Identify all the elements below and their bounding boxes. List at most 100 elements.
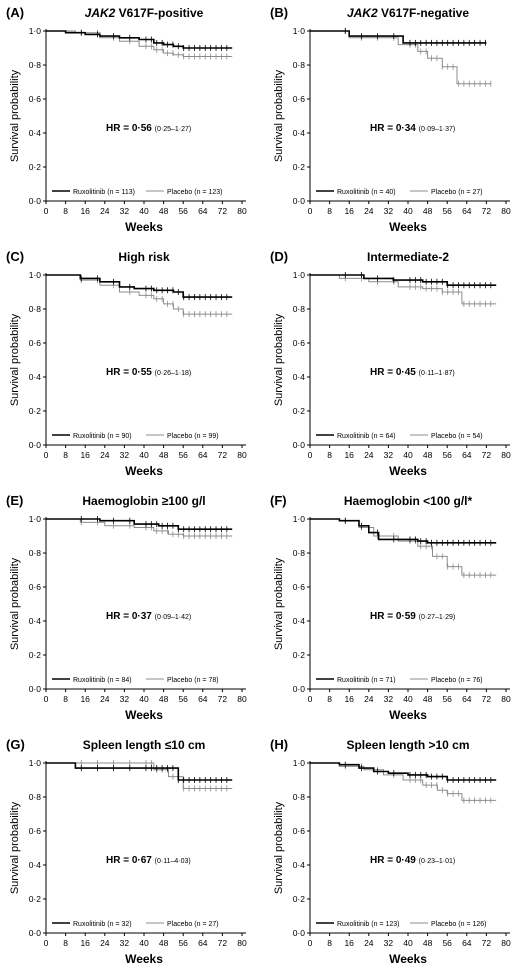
panel-label: (H) (270, 737, 288, 752)
y-tick-label: 0·6 (293, 94, 306, 104)
y-axis-label: Survival probability (273, 557, 285, 650)
x-tick-label: 8 (63, 450, 68, 460)
hazard-ratio-ci: (0·27–1·29) (419, 614, 456, 621)
x-tick-label: 72 (218, 694, 228, 704)
x-tick-label: 16 (344, 206, 354, 216)
y-tick-label: 0·6 (293, 582, 306, 592)
y-axis-label: Survival probability (9, 801, 21, 894)
x-tick-label: 40 (139, 450, 149, 460)
x-axis-label: Weeks (125, 708, 163, 722)
y-tick-label: 1·0 (29, 26, 42, 36)
x-tick-label: 40 (139, 938, 149, 948)
x-tick-label: 64 (462, 206, 472, 216)
hazard-ratio-value: HR = 0·56 (106, 123, 155, 134)
y-tick-label: 0·2 (29, 162, 42, 172)
x-tick-label: 72 (482, 450, 492, 460)
x-axis-label: Weeks (389, 708, 427, 722)
legend-entry: Placebo (n = 126) (431, 921, 486, 928)
hazard-ratio-value: HR = 0·49 (370, 855, 419, 866)
x-tick-label: 48 (159, 450, 169, 460)
x-tick-label: 32 (384, 938, 394, 948)
x-tick-label: 8 (63, 938, 68, 948)
legend-entry: Ruxolitinib (n = 90) (73, 433, 132, 440)
x-tick-label: 56 (178, 694, 188, 704)
y-tick-label: 0·0 (293, 440, 306, 450)
chart-title-rest: V617F-positive (115, 6, 203, 20)
legend-entry: Ruxolitinib (n = 64) (337, 433, 396, 440)
y-tick-label: 0·4 (293, 372, 306, 382)
x-tick-label: 40 (403, 206, 413, 216)
y-tick-label: 0·6 (293, 338, 306, 348)
legend-entry: Ruxolitinib (n = 84) (73, 677, 132, 684)
x-tick-label: 0 (308, 450, 313, 460)
chart-title: Haemoglobin ≥100 g/l (82, 494, 205, 508)
chart-title: Haemoglobin <100 g/l* (344, 494, 473, 508)
chart-title-italic: JAK2 (347, 6, 378, 20)
hazard-ratio: HR = 0·59 (0·27–1·29) (370, 611, 455, 622)
legend-entry: Ruxolitinib (n = 71) (337, 677, 396, 684)
survival-curve (310, 762, 497, 781)
x-tick-label: 48 (423, 206, 433, 216)
x-axis-label: Weeks (389, 464, 427, 478)
x-tick-label: 64 (462, 694, 472, 704)
hazard-ratio: HR = 0·56 (0·25–1·27) (106, 123, 191, 134)
x-tick-label: 72 (218, 938, 228, 948)
x-tick-label: 48 (159, 694, 169, 704)
y-tick-label: 1·0 (293, 758, 306, 768)
y-tick-label: 1·0 (29, 514, 42, 524)
x-tick-label: 72 (482, 938, 492, 948)
x-tick-label: 56 (442, 938, 452, 948)
hazard-ratio-value: HR = 0·34 (370, 123, 419, 134)
km-panel: (D) Intermediate-2 0·0 0·2 0·4 0·6 0·8 1·0 0 8 16 2… (270, 249, 511, 478)
y-tick-label: 1·0 (293, 514, 306, 524)
x-tick-label: 64 (198, 694, 208, 704)
km-panel: (B) JAK2 V617F-negative 0·0 0·2 0·4 0·6 0·8 1·0… (270, 5, 511, 234)
x-tick-label: 0 (308, 938, 313, 948)
y-tick-label: 0·4 (29, 860, 42, 870)
x-tick-label: 16 (80, 450, 90, 460)
survival-curve (310, 274, 497, 286)
x-tick-label: 32 (120, 938, 130, 948)
hazard-ratio: HR = 0·49 (0·23–1·01) (370, 855, 455, 866)
x-tick-label: 24 (100, 450, 110, 460)
x-tick-label: 80 (237, 694, 247, 704)
hazard-ratio-value: HR = 0·55 (106, 367, 155, 378)
panel-label: (E) (6, 493, 23, 508)
chart-title: JAK2 V617F-negative (347, 6, 469, 20)
x-tick-label: 0 (44, 938, 49, 948)
x-tick-label: 24 (364, 694, 374, 704)
y-tick-label: 0·8 (29, 792, 42, 802)
panel-label: (G) (6, 737, 25, 752)
x-tick-label: 16 (344, 938, 354, 948)
y-tick-label: 0·6 (29, 338, 42, 348)
survival-curve (310, 762, 497, 801)
x-tick-label: 16 (80, 694, 90, 704)
x-tick-label: 40 (139, 694, 149, 704)
survival-curve (46, 30, 233, 49)
x-tick-label: 16 (80, 206, 90, 216)
x-tick-label: 8 (327, 938, 332, 948)
km-panel: (H) Spleen length >10 cm 0·0 0·2 0·4 0·6 0·8 1·… (270, 737, 511, 966)
legend-entry: Placebo (n = 123) (167, 189, 222, 196)
hazard-ratio-value: HR = 0·37 (106, 611, 155, 622)
hazard-ratio-ci: (0·23–1·01) (419, 858, 456, 865)
chart-title-rest: V617F-negative (378, 6, 470, 20)
x-tick-label: 80 (501, 450, 511, 460)
y-tick-label: 0·8 (293, 60, 306, 70)
x-axis-label: Weeks (125, 464, 163, 478)
legend-entry: Placebo (n = 27) (167, 921, 219, 928)
survival-curve (310, 518, 497, 544)
survival-curve (310, 30, 487, 44)
y-tick-label: 0·4 (29, 128, 42, 138)
hazard-ratio: HR = 0·34 (0·09–1·37) (370, 123, 455, 134)
y-axis-label: Survival probability (273, 313, 285, 406)
x-tick-label: 24 (100, 694, 110, 704)
panel-label: (A) (6, 5, 24, 20)
y-tick-label: 0·2 (29, 406, 42, 416)
x-tick-label: 0 (44, 450, 49, 460)
survival-curve (46, 762, 233, 781)
y-tick-label: 0·8 (293, 304, 306, 314)
y-tick-label: 0·2 (29, 650, 42, 660)
x-tick-label: 72 (218, 450, 228, 460)
survival-curve (310, 518, 497, 576)
